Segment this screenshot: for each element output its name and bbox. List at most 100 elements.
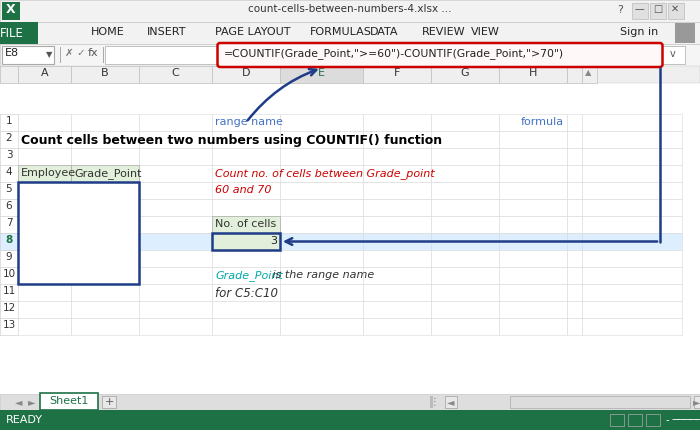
Text: Grade_Point: Grade_Point — [215, 270, 283, 281]
Bar — [280, 250, 363, 267]
Bar — [139, 131, 212, 148]
Bar — [0, 250, 18, 267]
Bar — [139, 199, 212, 216]
Text: 7: 7 — [6, 218, 13, 228]
Bar — [0, 182, 18, 199]
Text: 72: 72 — [122, 270, 136, 280]
Bar — [499, 233, 567, 250]
Bar — [582, 318, 682, 335]
Text: REVIEW: REVIEW — [422, 27, 466, 37]
Text: 69: 69 — [122, 253, 136, 263]
Bar — [582, 182, 682, 199]
Bar — [60, 47, 61, 63]
Bar — [18, 66, 71, 83]
Text: E: E — [318, 68, 325, 78]
Bar — [431, 267, 499, 284]
Text: 81: 81 — [122, 219, 136, 229]
Bar — [71, 131, 139, 148]
Bar — [212, 148, 280, 165]
Bar — [431, 165, 499, 182]
Bar — [431, 199, 499, 216]
Bar — [0, 301, 18, 318]
Bar — [71, 233, 139, 250]
Bar — [431, 233, 499, 250]
Bar — [363, 250, 431, 267]
Bar — [212, 114, 280, 131]
Text: ✗: ✗ — [65, 48, 74, 58]
Bar — [139, 267, 212, 284]
Bar — [363, 233, 431, 250]
Bar — [567, 131, 582, 148]
Bar — [0, 148, 18, 165]
Text: Peter: Peter — [21, 236, 50, 246]
Text: count-cells-between-numbers-4.xlsx ...: count-cells-between-numbers-4.xlsx ... — [248, 4, 452, 14]
Bar — [71, 114, 139, 131]
Bar — [0, 267, 18, 284]
Bar — [280, 148, 363, 165]
Bar — [431, 148, 499, 165]
Bar — [0, 66, 18, 83]
Text: Employee: Employee — [21, 168, 76, 178]
Bar — [280, 66, 363, 83]
Bar — [668, 3, 684, 19]
Bar — [71, 165, 139, 182]
Text: Anney: Anney — [21, 202, 57, 212]
Bar — [610, 414, 624, 426]
Text: H: H — [528, 68, 537, 78]
Bar — [499, 182, 567, 199]
Bar — [139, 301, 212, 318]
Bar — [582, 250, 682, 267]
Bar — [632, 3, 648, 19]
Bar — [499, 318, 567, 335]
Text: D: D — [241, 68, 251, 78]
Bar — [103, 47, 104, 63]
Bar — [567, 199, 582, 216]
Bar — [0, 44, 700, 66]
Bar — [280, 216, 363, 233]
Bar — [212, 301, 280, 318]
Bar — [567, 66, 582, 83]
Bar — [0, 199, 18, 216]
Bar — [139, 216, 212, 233]
Text: HOME: HOME — [91, 27, 125, 37]
Bar — [582, 216, 682, 233]
Bar — [0, 410, 700, 430]
Bar — [582, 165, 682, 182]
Bar — [280, 114, 363, 131]
Text: Count cells between two numbers using COUNTIF() function: Count cells between two numbers using CO… — [21, 134, 442, 147]
Bar — [0, 301, 18, 318]
Bar — [363, 318, 431, 335]
Bar — [567, 318, 582, 335]
Bar — [18, 267, 71, 284]
Text: —: — — [635, 4, 645, 14]
Bar — [212, 233, 280, 250]
Bar — [0, 233, 18, 250]
Bar — [499, 301, 567, 318]
Bar — [582, 114, 682, 131]
Bar — [363, 216, 431, 233]
Bar — [0, 284, 18, 301]
Bar — [280, 284, 363, 301]
Bar — [567, 114, 582, 131]
Bar — [363, 66, 431, 83]
Bar — [650, 3, 666, 19]
Bar — [694, 396, 700, 408]
Text: 60 and 70: 60 and 70 — [215, 185, 272, 195]
Text: 65: 65 — [122, 185, 136, 195]
Text: ◄: ◄ — [447, 397, 455, 407]
Text: 10: 10 — [2, 269, 15, 279]
Bar — [139, 318, 212, 335]
Bar — [0, 148, 18, 165]
Text: G: G — [461, 68, 469, 78]
Bar — [499, 148, 567, 165]
Bar — [18, 284, 71, 301]
Bar — [431, 250, 499, 267]
Text: ?: ? — [617, 5, 623, 15]
Bar — [582, 131, 682, 148]
Bar — [71, 216, 139, 233]
Bar — [139, 250, 212, 267]
Bar — [363, 301, 431, 318]
Bar — [280, 182, 363, 199]
Bar — [363, 114, 431, 131]
Text: DATA: DATA — [370, 27, 398, 37]
